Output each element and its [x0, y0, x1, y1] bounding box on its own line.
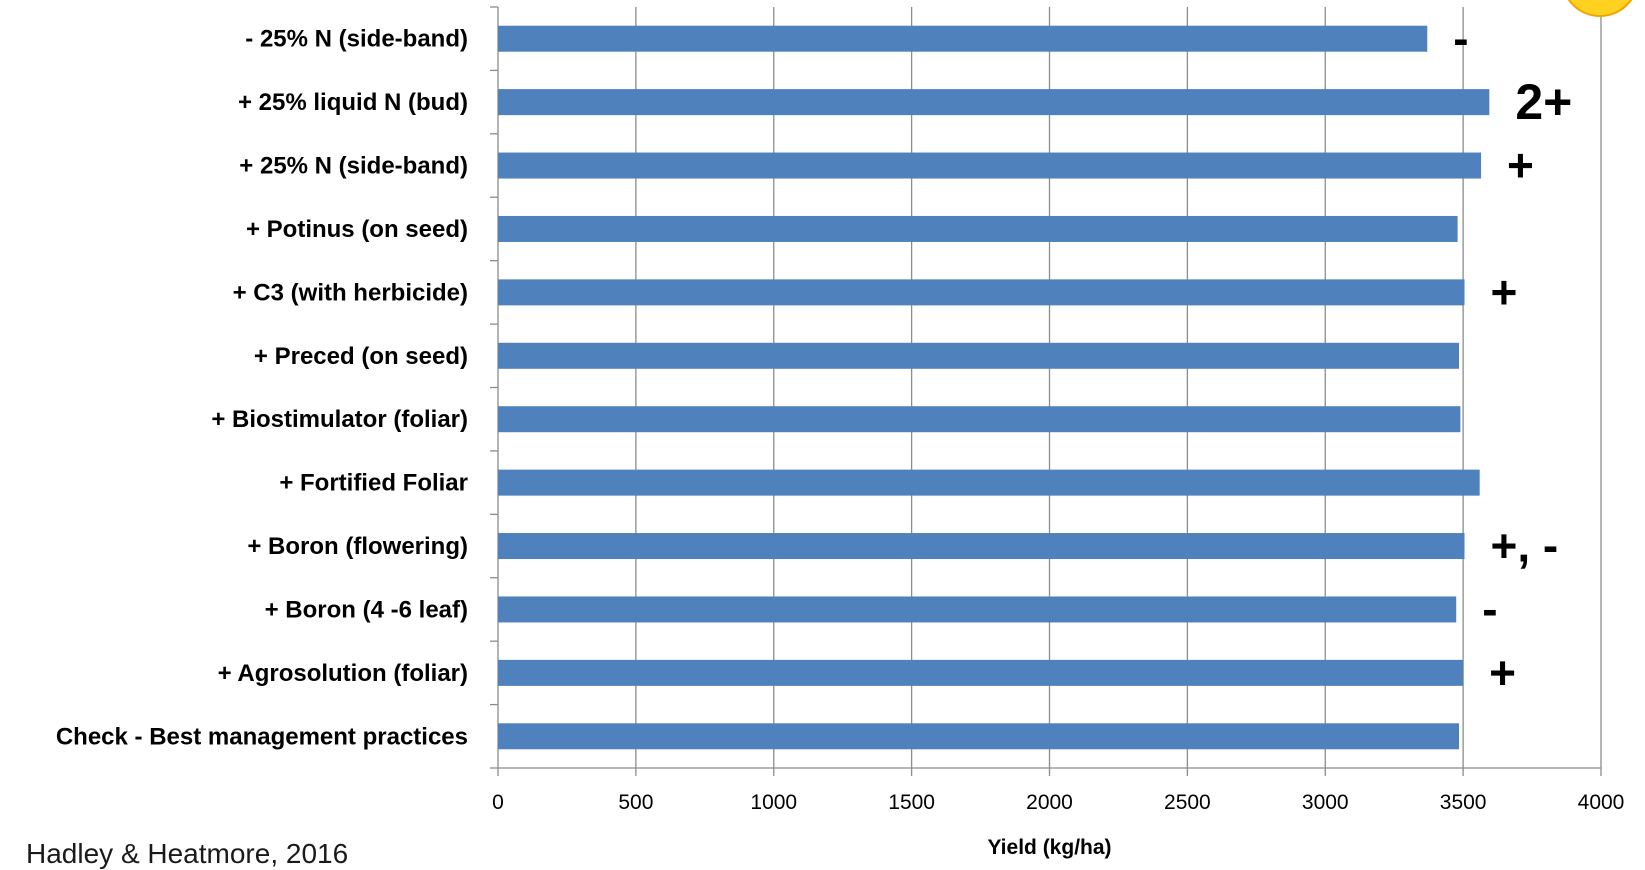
- x-tick-label: 1000: [750, 791, 797, 814]
- bar: [498, 25, 1428, 52]
- category-label: Check - Best management practices: [56, 723, 468, 750]
- significance-annotation: 2+: [1515, 74, 1572, 130]
- bar: [498, 659, 1464, 686]
- bar: [498, 723, 1459, 750]
- bar: [498, 89, 1490, 116]
- category-label: + Potinus (on seed): [246, 216, 468, 243]
- bar: [498, 279, 1465, 306]
- bar: [498, 342, 1459, 369]
- sun-icon: [1567, 0, 1633, 17]
- category-label: + Boron (4 -6 leaf): [265, 596, 468, 623]
- category-label: + 25% N (side-band): [239, 153, 468, 180]
- bar: [498, 533, 1465, 560]
- x-tick-label: 3500: [1440, 791, 1487, 814]
- category-label: + C3 (with herbicide): [233, 279, 468, 306]
- category-label: + Preced (on seed): [254, 343, 468, 370]
- x-tick-label: 0: [492, 791, 504, 814]
- significance-annotation: -: [1453, 12, 1468, 64]
- category-label: + 25% liquid N (bud): [238, 89, 468, 116]
- category-label: + Fortified Foliar: [279, 470, 468, 497]
- bar: [498, 469, 1480, 496]
- bar: [498, 406, 1461, 433]
- significance-annotation: +: [1507, 139, 1534, 191]
- x-tick-label: 500: [618, 791, 653, 814]
- category-label: + Boron (flowering): [247, 533, 468, 560]
- category-label: + Agrosolution (foliar): [218, 660, 468, 687]
- bar: [498, 596, 1457, 623]
- citation: Hadley & Heatmore, 2016: [26, 838, 349, 869]
- axes: [490, 6, 1602, 776]
- significance-annotation: +: [1491, 266, 1518, 318]
- bars: [498, 25, 1490, 750]
- category-label: + Biostimulator (foliar): [211, 406, 468, 433]
- x-tick-label: 2500: [1164, 791, 1211, 814]
- x-tick-label: 4000: [1578, 791, 1625, 814]
- gridlines: [635, 7, 1602, 768]
- bar: [498, 215, 1458, 242]
- x-axis-title: Yield (kg/ha): [987, 836, 1111, 859]
- significance-annotation: -: [1482, 583, 1497, 635]
- x-tick-label: 3000: [1302, 791, 1349, 814]
- significance-annotations: -2++++, --+: [1453, 12, 1572, 698]
- category-labels: - 25% N (side-band) + 25% liquid N (bud) +…: [56, 26, 468, 751]
- significance-annotation: +: [1489, 647, 1516, 699]
- x-tick-label: 1500: [888, 791, 935, 814]
- significance-annotation: +, -: [1491, 520, 1559, 572]
- bar: [498, 152, 1482, 179]
- category-label: - 25% N (side-band): [245, 26, 468, 53]
- x-tick-label: 2000: [1026, 791, 1073, 814]
- x-tick-labels: 0 500 1000 1500 2000 2500 3000 3500 4000: [492, 791, 1624, 814]
